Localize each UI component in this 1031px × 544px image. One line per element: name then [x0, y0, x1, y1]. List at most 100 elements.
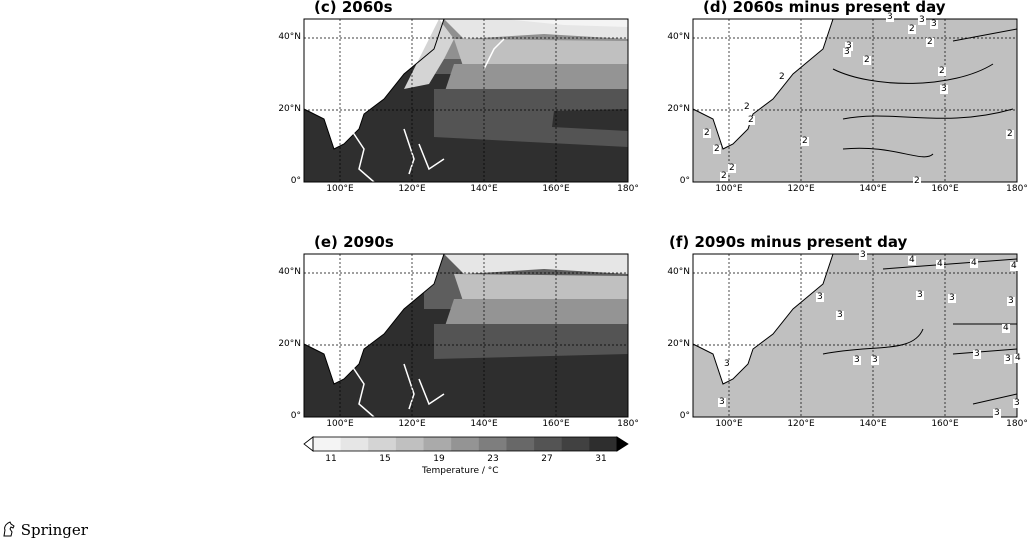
contour-label: 2: [728, 163, 736, 173]
contour-label: 3: [916, 290, 924, 300]
contour-label: 3: [973, 349, 981, 359]
lon-tick-label: 160°E: [542, 419, 570, 429]
contour-label: 3: [930, 19, 938, 29]
panel-e-title: (e) 2090s: [314, 233, 394, 251]
lon-tick-label: 140°E: [470, 184, 498, 194]
contour-label: 2: [713, 144, 721, 154]
contour-label: 3: [1004, 354, 1012, 364]
springer-horse-icon: [2, 521, 16, 537]
lon-tick-label: 160°E: [931, 184, 959, 194]
panel-e-map: [303, 253, 629, 418]
contour-label: 3: [1013, 398, 1021, 408]
colorbar-label: Temperature / °C: [422, 466, 499, 476]
lat-tick-label: 20°N: [667, 339, 690, 349]
lon-tick-label: 100°E: [715, 184, 743, 194]
contour-label: 3: [1007, 296, 1015, 306]
contour-label: 3: [843, 47, 851, 57]
colorbar-cell: [313, 437, 342, 451]
colorbar-cell: [368, 437, 397, 451]
colorbar-cell: [395, 437, 425, 451]
contour-label: 3: [816, 292, 824, 302]
contour-label: 3: [859, 250, 867, 260]
contour-label: 4: [1002, 323, 1010, 333]
contour-label: 3: [918, 15, 926, 25]
colorbar: [303, 436, 629, 452]
lat-tick-label: 40°N: [667, 267, 690, 277]
contour-label: 2: [703, 128, 711, 138]
colorbar-tick-label: 27: [541, 454, 553, 464]
contour-label: 2: [743, 102, 751, 112]
panel-c-map: [303, 18, 629, 183]
colorbar-cell: [589, 437, 618, 451]
colorbar-tick-label: 23: [487, 454, 499, 464]
colorbar-cell: [451, 437, 480, 451]
contour-label: 3: [845, 41, 853, 51]
contour-label: 3: [871, 355, 879, 365]
lat-tick-label: 0°: [679, 411, 690, 421]
contour-label: 3: [993, 408, 1001, 418]
contour-label: 4: [1014, 353, 1022, 363]
contour-label: 2: [908, 24, 916, 34]
lon-tick-label: 160°E: [542, 184, 570, 194]
contour-label: 3: [886, 12, 894, 22]
contour-label: 4: [970, 258, 978, 268]
lon-tick-label: 180°: [1006, 184, 1028, 194]
contour-label: 3: [723, 359, 731, 369]
contour-label: 2: [913, 176, 921, 186]
lon-tick-label: 120°E: [787, 184, 815, 194]
lon-tick-label: 140°E: [470, 419, 498, 429]
lon-tick-label: 100°E: [326, 419, 354, 429]
panel-f-map: [692, 253, 1018, 418]
colorbar-cell: [478, 437, 507, 451]
contour-label: 2: [720, 171, 728, 181]
lon-tick-label: 140°E: [859, 184, 887, 194]
colorbar-cell: [506, 437, 535, 451]
lon-tick-label: 120°E: [787, 419, 815, 429]
panel-f-title: (f) 2090s minus present day: [669, 233, 908, 251]
lat-tick-label: 40°N: [278, 267, 301, 277]
publisher-name: Springer: [20, 521, 88, 539]
contour-label: 2: [863, 55, 871, 65]
lat-tick-label: 20°N: [667, 104, 690, 114]
contour-label: 2: [1006, 129, 1014, 139]
contour-label: 3: [948, 293, 956, 303]
contour-label: 2: [747, 115, 755, 125]
lat-tick-label: 40°N: [667, 32, 690, 42]
colorbar-cell: [340, 437, 369, 451]
lon-tick-label: 120°E: [398, 419, 426, 429]
contour-label: 2: [801, 136, 809, 146]
colorbar-cell: [534, 437, 563, 451]
lon-tick-label: 180°: [1006, 419, 1028, 429]
panel-d-title: (d) 2060s minus present day: [703, 0, 946, 16]
lat-tick-label: 20°N: [278, 104, 301, 114]
colorbar-cell: [423, 437, 452, 451]
colorbar-cell: [561, 437, 590, 451]
contour-label: 3: [853, 355, 861, 365]
panel-d-map: [692, 18, 1018, 183]
contour-label: 3: [940, 84, 948, 94]
contour-label: 4: [908, 255, 916, 265]
lat-tick-label: 40°N: [278, 32, 301, 42]
lon-tick-label: 140°E: [859, 419, 887, 429]
contour-label: 4: [1010, 261, 1018, 271]
lat-tick-label: 20°N: [278, 339, 301, 349]
panel-c-title: (c) 2060s: [314, 0, 393, 16]
contour-label: 2: [938, 66, 946, 76]
contour-label: 2: [778, 72, 786, 82]
lat-tick-label: 0°: [679, 176, 690, 186]
contour-label: 3: [836, 310, 844, 320]
lon-tick-label: 180°: [617, 419, 639, 429]
colorbar-tick-label: 19: [433, 454, 445, 464]
colorbar-tick-label: 31: [595, 454, 607, 464]
lon-tick-label: 100°E: [715, 419, 743, 429]
colorbar-tick-label: 11: [325, 454, 337, 464]
colorbar-tick-label: 15: [379, 454, 391, 464]
contour-label: 2: [926, 37, 934, 47]
contour-label: 3: [718, 397, 726, 407]
lat-tick-label: 0°: [290, 411, 301, 421]
lat-tick-label: 0°: [290, 176, 301, 186]
lon-tick-label: 160°E: [931, 419, 959, 429]
lon-tick-label: 100°E: [326, 184, 354, 194]
lon-tick-label: 120°E: [398, 184, 426, 194]
contour-label: 4: [936, 259, 944, 269]
